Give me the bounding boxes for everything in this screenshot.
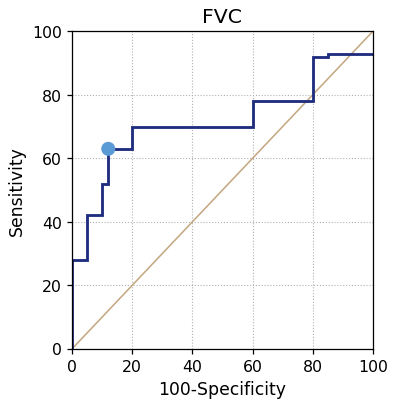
Title: FVC: FVC — [202, 8, 242, 27]
Y-axis label: Sensitivity: Sensitivity — [8, 146, 26, 235]
Point — [105, 146, 111, 153]
X-axis label: 100-Specificity: 100-Specificity — [158, 380, 286, 398]
